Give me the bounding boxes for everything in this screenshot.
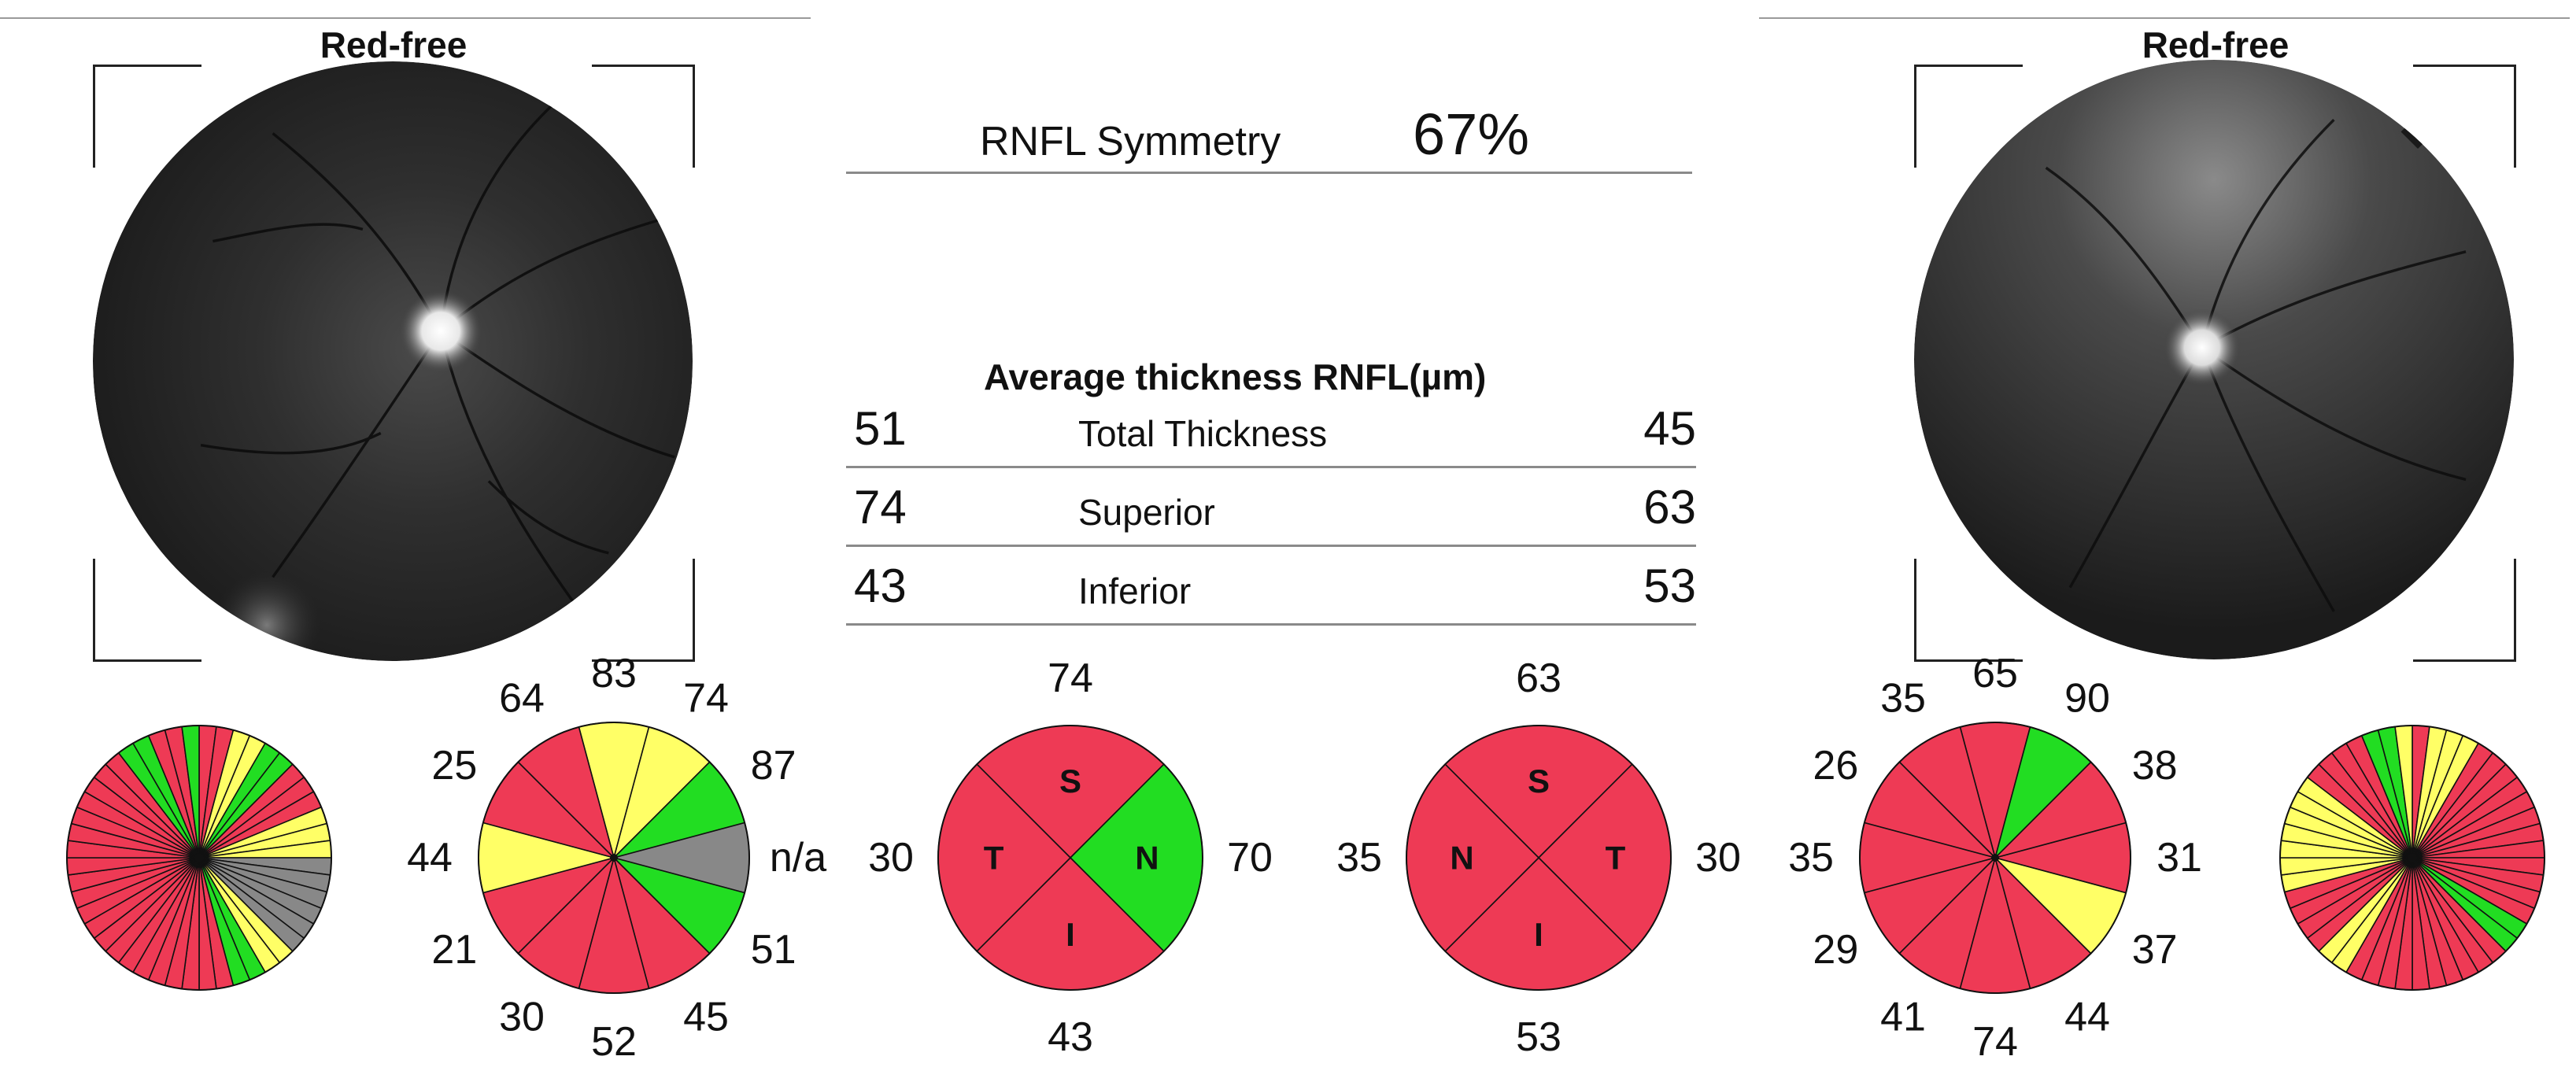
top-divider-right xyxy=(1759,17,2570,19)
left-clock-pie-center xyxy=(610,854,618,862)
left-quadrant-pie-quadrant-value: 43 xyxy=(1048,1014,1093,1060)
left-clock-pie-value: 64 xyxy=(499,675,545,721)
row-label: Inferior xyxy=(1078,571,1192,611)
right-eye-value: 63 xyxy=(1643,481,1696,534)
right-clock-pie-value: 41 xyxy=(1880,995,1926,1040)
symmetry-divider xyxy=(846,172,1692,174)
left-clock-pie-value: 51 xyxy=(751,927,796,973)
left-clock-pie-value: 45 xyxy=(683,995,729,1040)
right-clock-pie-value: 35 xyxy=(1788,835,1834,881)
left-clock-pie-value: 83 xyxy=(591,651,637,696)
thickness-row-inferior: 43 Inferior 53 xyxy=(846,559,1696,634)
left-quadrant-pie-quadrant-letter: I xyxy=(1066,916,1075,953)
left-clock-pie-value: 25 xyxy=(431,743,477,788)
thickness-row-superior: 74 Superior 63 xyxy=(846,480,1696,556)
right-quadrant-pie-quadrant-letter: I xyxy=(1534,916,1543,953)
left-clock-pie-value: 52 xyxy=(591,1019,637,1065)
right-quadrant-pie-quadrant-value: 63 xyxy=(1516,656,1561,701)
left-quadrant-pie-quadrant-value: 74 xyxy=(1048,656,1093,701)
left-eye-value: 51 xyxy=(854,402,907,455)
left-eye-value: 43 xyxy=(854,560,907,612)
right-eye-value: 45 xyxy=(1643,402,1696,455)
right-quadrant-pie-quadrant-value: 30 xyxy=(1695,835,1741,881)
right-clock-pie-value: 38 xyxy=(2132,743,2178,788)
left-clock-pie-value: n/a xyxy=(770,835,826,881)
right-clock-pie-outline xyxy=(1859,722,2131,994)
right-48-sector-pie-outline xyxy=(2279,725,2545,991)
right-quadrant-pie-quadrant-letter: S xyxy=(1528,763,1550,800)
left-quadrant-pie-quadrant-letter: N xyxy=(1135,840,1159,877)
left-clock-pie-value: 74 xyxy=(683,675,729,721)
thickness-row-total: 51 Total Thickness 45 xyxy=(846,401,1696,477)
row-divider xyxy=(846,466,1696,468)
left-quadrant-pie-outline xyxy=(937,725,1203,991)
right-quadrant-pie-quadrant-letter: N xyxy=(1450,840,1473,877)
right-clock-pie-center xyxy=(1991,854,1999,862)
right-eye-value: 53 xyxy=(1643,560,1696,612)
left-clock-pie-value: 87 xyxy=(751,743,796,788)
rnfl-symmetry-label: RNFL Symmetry xyxy=(980,119,1281,164)
left-image-title: Red-free xyxy=(320,24,468,65)
left-clock-pie-value: 30 xyxy=(499,995,545,1040)
average-thickness-title: Average thickness RNFL(µm) xyxy=(984,356,1487,397)
right-clock-pie-value: 90 xyxy=(2064,675,2110,721)
left-quadrant-pie-quadrant-letter: S xyxy=(1059,763,1081,800)
left-fundus-image xyxy=(93,61,693,661)
right-clock-pie-value: 74 xyxy=(1972,1019,2018,1065)
right-quadrant-pie-quadrant-letter: T xyxy=(1606,840,1626,877)
left-48-sector-pie-outline xyxy=(66,725,332,991)
left-quadrant-pie-quadrant-value: 30 xyxy=(868,835,914,881)
left-eye-value: 74 xyxy=(854,481,907,534)
right-image-title: Red-free xyxy=(2142,24,2290,65)
row-divider xyxy=(846,545,1696,547)
right-clock-pie-value: 35 xyxy=(1880,675,1926,721)
right-clock-pie-value: 29 xyxy=(1813,927,1858,973)
left-clock-pie-value: 21 xyxy=(431,927,477,973)
right-quadrant-pie-outline xyxy=(1406,725,1672,991)
rnfl-symmetry-value: 67% xyxy=(1413,102,1530,167)
right-quadrant-pie-quadrant-value: 35 xyxy=(1336,835,1382,881)
row-label: Superior xyxy=(1078,492,1215,533)
right-fundus-image xyxy=(1914,60,2514,659)
left-clock-pie-outline xyxy=(478,722,750,994)
left-quadrant-pie-quadrant-letter: T xyxy=(984,840,1004,877)
right-clock-pie-value: 37 xyxy=(2132,927,2178,973)
right-48-sector-pie-center xyxy=(2408,853,2417,862)
rnfl-sector-diagrams: 83 74 87 n/a 51 45 52 30 21 44 25 64 65 35 26 35 29 41 74 4… xyxy=(66,651,2545,1065)
row-label: Total Thickness xyxy=(1078,413,1328,454)
top-divider-left xyxy=(0,17,811,19)
left-clock-pie-value: 44 xyxy=(407,835,453,881)
right-quadrant-pie-quadrant-value: 53 xyxy=(1516,1014,1561,1060)
right-clock-pie-value: 44 xyxy=(2064,995,2110,1040)
left-48-sector-pie-center xyxy=(194,853,204,862)
left-quadrant-pie-quadrant-value: 70 xyxy=(1227,835,1273,881)
right-clock-pie-value: 65 xyxy=(1972,651,2018,696)
right-clock-pie-value: 26 xyxy=(1813,743,1858,788)
right-clock-pie-value: 31 xyxy=(2157,835,2202,881)
row-divider xyxy=(846,623,1696,626)
